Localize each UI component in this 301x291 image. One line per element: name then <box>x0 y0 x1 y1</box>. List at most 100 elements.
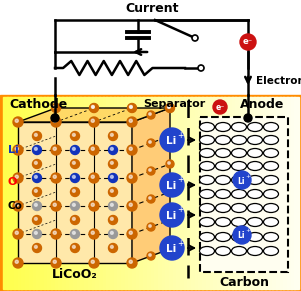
Circle shape <box>127 117 137 127</box>
Text: LiCoO₂: LiCoO₂ <box>52 269 98 281</box>
Circle shape <box>53 147 56 150</box>
Circle shape <box>51 114 59 122</box>
Circle shape <box>15 203 18 206</box>
Text: +: + <box>245 228 251 233</box>
Circle shape <box>110 217 113 220</box>
Bar <box>191 97 196 289</box>
Text: Li: Li <box>166 211 176 221</box>
Circle shape <box>110 245 113 248</box>
Circle shape <box>51 201 61 211</box>
Bar <box>36 97 41 289</box>
Bar <box>150 97 155 289</box>
Ellipse shape <box>247 203 262 212</box>
Bar <box>217 97 222 289</box>
Bar <box>10 97 15 289</box>
Circle shape <box>167 105 170 108</box>
Ellipse shape <box>247 136 262 145</box>
Bar <box>169 97 174 289</box>
Circle shape <box>127 173 137 183</box>
Circle shape <box>34 231 37 234</box>
Bar <box>257 97 262 289</box>
Text: +: + <box>177 130 183 139</box>
Circle shape <box>198 65 204 71</box>
Bar <box>125 97 129 289</box>
Circle shape <box>129 231 132 234</box>
Ellipse shape <box>200 203 215 212</box>
Circle shape <box>70 216 79 224</box>
Bar <box>14 97 19 289</box>
Ellipse shape <box>263 175 278 184</box>
Circle shape <box>89 117 99 127</box>
Circle shape <box>129 260 132 263</box>
Circle shape <box>129 147 132 150</box>
Circle shape <box>166 104 174 112</box>
Circle shape <box>129 105 132 108</box>
Bar <box>209 97 214 289</box>
Circle shape <box>233 226 251 244</box>
Circle shape <box>70 146 79 155</box>
Circle shape <box>147 139 155 147</box>
Circle shape <box>54 105 56 108</box>
Circle shape <box>160 236 184 260</box>
Circle shape <box>51 258 61 268</box>
Circle shape <box>108 146 117 155</box>
Circle shape <box>168 162 170 164</box>
Circle shape <box>73 217 75 220</box>
Circle shape <box>73 203 75 206</box>
Circle shape <box>53 203 56 206</box>
Circle shape <box>13 201 23 211</box>
Bar <box>40 97 45 289</box>
Circle shape <box>168 218 170 220</box>
Circle shape <box>73 189 75 192</box>
Circle shape <box>53 231 56 234</box>
Ellipse shape <box>231 189 247 198</box>
Bar <box>173 97 177 289</box>
Circle shape <box>160 173 184 197</box>
Ellipse shape <box>247 148 262 157</box>
Bar <box>62 97 67 289</box>
Circle shape <box>127 145 137 155</box>
Ellipse shape <box>216 189 231 198</box>
Bar <box>99 97 104 289</box>
Bar <box>136 97 141 289</box>
Text: Li: Li <box>166 244 176 254</box>
Circle shape <box>33 216 42 224</box>
Circle shape <box>89 145 99 155</box>
Ellipse shape <box>216 136 231 145</box>
Bar <box>232 97 236 289</box>
Circle shape <box>34 203 37 206</box>
Bar <box>128 97 133 289</box>
Circle shape <box>33 132 42 141</box>
Text: Anode: Anode <box>240 97 284 111</box>
Circle shape <box>53 260 56 263</box>
Circle shape <box>15 175 18 178</box>
Circle shape <box>34 217 37 220</box>
Circle shape <box>129 175 132 178</box>
Bar <box>283 97 288 289</box>
Circle shape <box>13 145 23 155</box>
Text: Separator: Separator <box>143 99 205 109</box>
Ellipse shape <box>200 136 215 145</box>
Bar <box>95 97 100 289</box>
Circle shape <box>70 244 79 253</box>
Circle shape <box>192 35 198 41</box>
Bar <box>200 117 288 272</box>
Ellipse shape <box>200 233 215 242</box>
Ellipse shape <box>200 217 215 226</box>
Circle shape <box>127 201 137 211</box>
Ellipse shape <box>200 175 215 184</box>
Ellipse shape <box>216 203 231 212</box>
Ellipse shape <box>216 246 231 255</box>
Ellipse shape <box>263 217 278 226</box>
Circle shape <box>166 160 174 168</box>
Bar <box>254 97 259 289</box>
Circle shape <box>108 230 117 239</box>
Circle shape <box>240 34 256 50</box>
Bar <box>25 97 30 289</box>
Bar <box>291 97 295 289</box>
Text: +: + <box>177 239 183 248</box>
Ellipse shape <box>247 189 262 198</box>
Ellipse shape <box>263 162 278 171</box>
Bar <box>235 97 240 289</box>
Bar <box>29 97 33 289</box>
